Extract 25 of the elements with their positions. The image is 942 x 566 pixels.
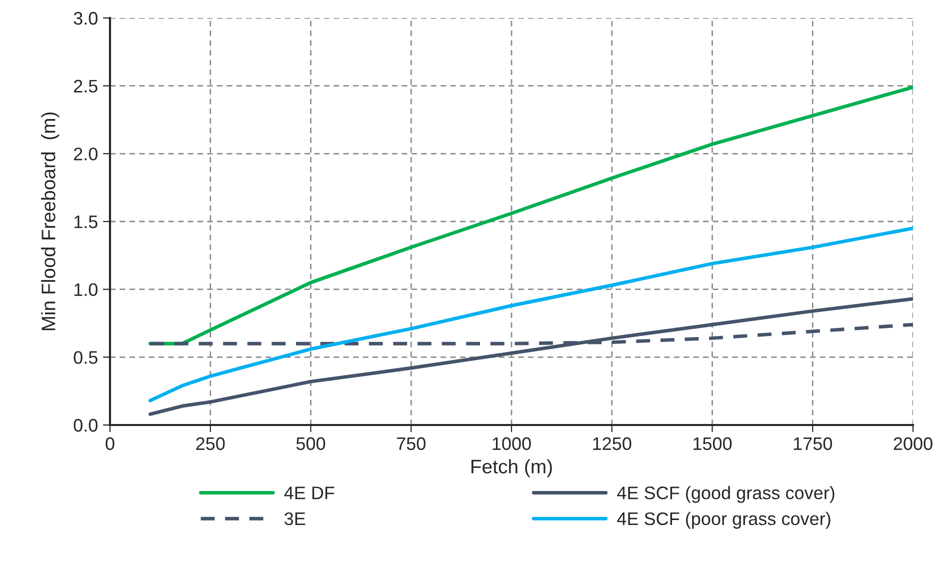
- y-tick-label: 3.0: [74, 12, 98, 25]
- x-tick-label: 500: [296, 437, 326, 450]
- x-tick-label: 1000: [492, 437, 531, 450]
- x-tick-label: 2000: [894, 437, 932, 450]
- legend-label: 4E SCF (poor grass cover): [617, 512, 830, 529]
- legend-label: 3E: [284, 512, 306, 526]
- x-axis-title: Fetch (m): [472, 459, 552, 478]
- y-tick-label: 1.0: [74, 283, 98, 296]
- line-series: [148, 297, 913, 416]
- line-series: [148, 226, 913, 402]
- x-tick-label: 250: [196, 437, 225, 450]
- x-tick-label: 1500: [694, 437, 732, 450]
- x-tick-label: 1750: [794, 437, 832, 450]
- x-tick-label: 0: [106, 437, 114, 450]
- x-tick-label: 750: [396, 437, 426, 450]
- y-axis-title: Min Flood Freeboard (m): [41, 112, 60, 330]
- legend-label: 4E SCF (good grass cover): [617, 486, 834, 503]
- y-tick-label: 2.0: [74, 148, 98, 160]
- y-tick-label: 0.5: [74, 351, 98, 364]
- legend-label: 4E DF: [284, 486, 334, 500]
- line-series: [148, 85, 913, 346]
- y-tick-label: 2.5: [74, 80, 98, 93]
- y-tick-label: 0.0: [74, 418, 98, 432]
- x-tick-label: 1250: [593, 437, 632, 450]
- y-tick-label: 1.5: [74, 216, 98, 228]
